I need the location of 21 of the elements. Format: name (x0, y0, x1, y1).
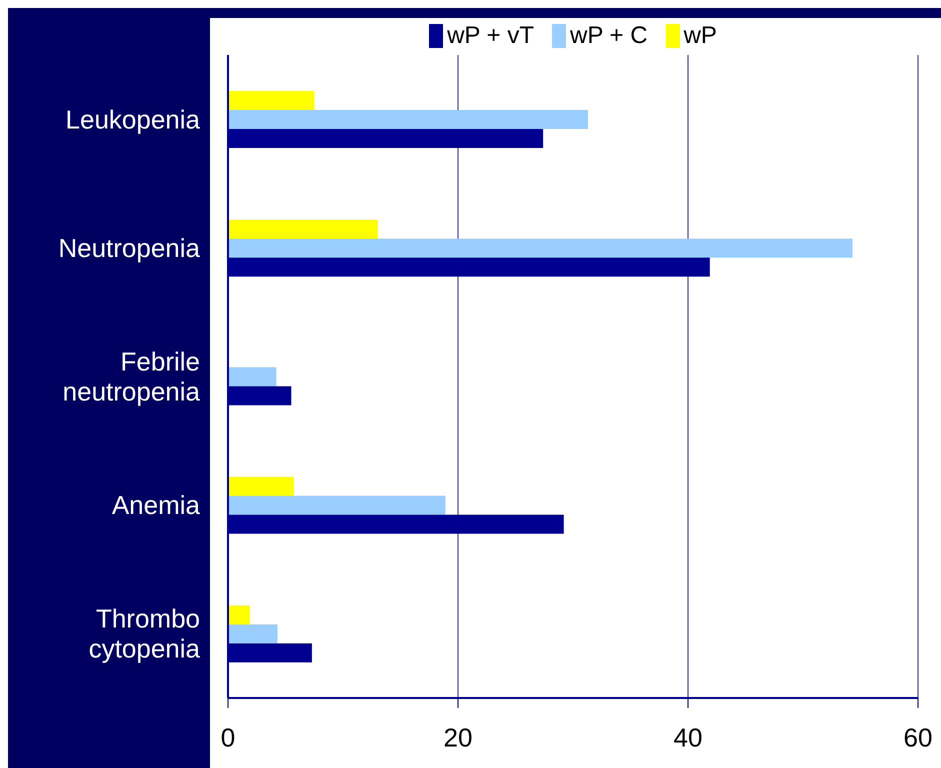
bar (228, 496, 446, 515)
bar (228, 476, 294, 496)
bar (228, 220, 378, 239)
y-tick-label: Leukopenia (66, 104, 201, 134)
y-tick-label: Neutropenia (58, 232, 201, 263)
x-tick-label: 0 (220, 722, 236, 752)
x-tick-label: 20 (444, 722, 472, 752)
bar (228, 605, 250, 624)
y-tick-label: Thrombo cytopenia (88, 604, 201, 664)
bar (228, 367, 276, 386)
y-tick-label: Anemia (112, 490, 201, 520)
y-tick-label: Febrile neutropenia (62, 346, 201, 406)
legend-label: wP + C (570, 22, 648, 50)
legend-label: wP + vT (447, 22, 534, 50)
bar (228, 624, 278, 644)
x-tick-label: 40 (674, 722, 702, 752)
legend-label: wP (684, 22, 717, 50)
bar (228, 91, 314, 110)
bar (228, 110, 588, 130)
x-tick-label: 60 (904, 722, 932, 752)
bar (228, 238, 852, 258)
